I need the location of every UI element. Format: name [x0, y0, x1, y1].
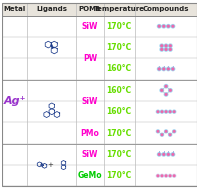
Circle shape	[160, 44, 164, 47]
Circle shape	[156, 174, 159, 177]
Circle shape	[168, 174, 172, 177]
Text: 170°C: 170°C	[107, 171, 132, 180]
Text: +: +	[47, 162, 53, 168]
Circle shape	[165, 110, 168, 113]
Circle shape	[173, 131, 175, 132]
Circle shape	[163, 25, 165, 27]
Text: SiW: SiW	[82, 22, 98, 31]
Circle shape	[165, 49, 167, 50]
Circle shape	[167, 67, 170, 71]
Circle shape	[172, 25, 174, 27]
Text: 160°C: 160°C	[107, 64, 132, 74]
Circle shape	[165, 131, 167, 132]
Circle shape	[160, 48, 164, 51]
Circle shape	[162, 67, 166, 71]
Circle shape	[160, 174, 164, 177]
Circle shape	[165, 94, 167, 95]
Text: Ligands: Ligands	[36, 6, 67, 12]
Text: SiW: SiW	[82, 150, 98, 159]
Circle shape	[168, 133, 172, 136]
Circle shape	[158, 25, 160, 27]
Circle shape	[161, 175, 163, 177]
Text: 170°C: 170°C	[107, 22, 132, 31]
Text: Compounds: Compounds	[143, 6, 189, 12]
Circle shape	[157, 131, 159, 132]
Circle shape	[168, 89, 172, 92]
Circle shape	[169, 134, 171, 136]
Text: 160°C: 160°C	[107, 86, 132, 95]
Circle shape	[168, 48, 172, 51]
Circle shape	[162, 153, 166, 156]
Circle shape	[168, 44, 172, 47]
Circle shape	[157, 25, 161, 28]
Bar	[2, 3, 197, 15]
Circle shape	[169, 89, 171, 91]
Circle shape	[157, 67, 161, 71]
Circle shape	[165, 111, 167, 112]
Text: PW: PW	[83, 54, 97, 63]
Circle shape	[172, 68, 174, 70]
Circle shape	[165, 45, 167, 47]
Circle shape	[162, 25, 166, 28]
Circle shape	[168, 153, 169, 155]
Circle shape	[169, 45, 171, 47]
Circle shape	[157, 153, 161, 156]
Circle shape	[168, 25, 169, 27]
Text: Metal: Metal	[4, 6, 26, 12]
Circle shape	[160, 133, 164, 136]
Text: 170°C: 170°C	[107, 43, 132, 52]
Circle shape	[171, 67, 175, 71]
Circle shape	[164, 93, 168, 96]
Circle shape	[157, 175, 159, 177]
Circle shape	[169, 175, 171, 177]
Circle shape	[156, 110, 159, 113]
Circle shape	[161, 49, 163, 50]
Circle shape	[173, 111, 175, 112]
Circle shape	[171, 153, 175, 156]
Circle shape	[158, 153, 160, 155]
Circle shape	[173, 174, 176, 177]
Circle shape	[164, 84, 168, 88]
Circle shape	[169, 49, 171, 50]
Circle shape	[163, 153, 165, 155]
Circle shape	[172, 153, 174, 155]
Text: POMs: POMs	[79, 6, 101, 12]
Circle shape	[173, 130, 176, 133]
Text: PMo: PMo	[80, 129, 99, 138]
Circle shape	[165, 130, 168, 133]
Text: 170°C: 170°C	[107, 129, 132, 138]
Circle shape	[165, 85, 167, 87]
Circle shape	[168, 110, 172, 113]
Circle shape	[173, 175, 175, 177]
Text: Ag⁺: Ag⁺	[3, 96, 26, 106]
Circle shape	[171, 25, 175, 28]
Circle shape	[160, 89, 164, 92]
Circle shape	[161, 111, 163, 112]
Circle shape	[156, 130, 159, 133]
Text: 170°C: 170°C	[107, 150, 132, 159]
Circle shape	[164, 48, 168, 51]
Circle shape	[161, 89, 163, 91]
Circle shape	[161, 134, 163, 136]
Circle shape	[161, 45, 163, 47]
Circle shape	[168, 68, 169, 70]
Circle shape	[160, 110, 164, 113]
Circle shape	[164, 44, 168, 47]
Circle shape	[169, 111, 171, 112]
Circle shape	[167, 25, 170, 28]
Circle shape	[158, 68, 160, 70]
Circle shape	[165, 174, 168, 177]
Circle shape	[165, 175, 167, 177]
Circle shape	[173, 110, 176, 113]
Text: Temperature: Temperature	[94, 6, 145, 12]
Text: 160°C: 160°C	[107, 107, 132, 116]
Circle shape	[163, 68, 165, 70]
Text: GeMo: GeMo	[78, 171, 102, 180]
Text: SiW: SiW	[82, 97, 98, 105]
Circle shape	[157, 111, 159, 112]
Circle shape	[167, 153, 170, 156]
